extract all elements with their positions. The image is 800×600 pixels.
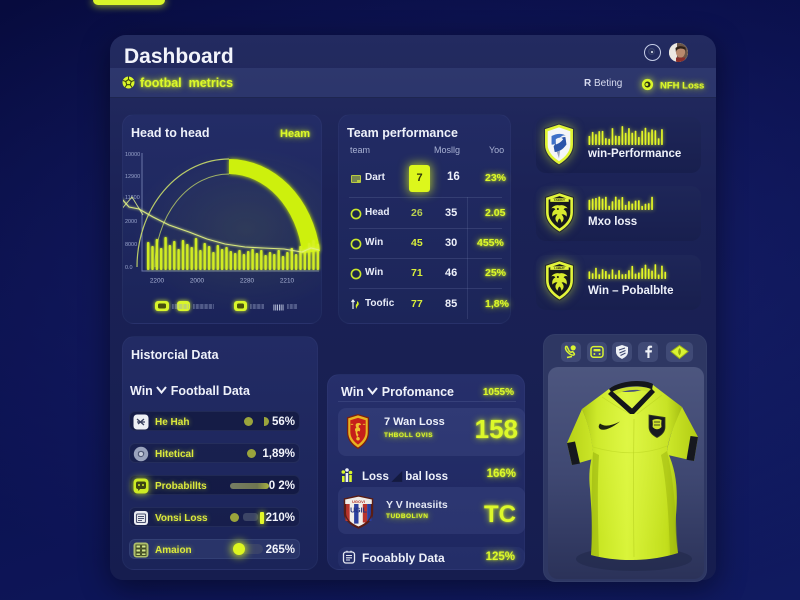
svg-text:|||||||||||||: ||||||||||||| <box>172 304 189 310</box>
svg-text:UGIL: UGIL <box>350 508 367 515</box>
svg-text:||||||||: |||||||| <box>287 304 297 310</box>
svg-text:||||||||||||||||: |||||||||||||||| <box>193 304 214 310</box>
svg-text:LABEAT: LABEAT <box>554 266 565 270</box>
svg-text:|||||||||||: ||||||||||| <box>250 304 264 310</box>
svg-text:FASOUT: FASOUT <box>554 198 565 202</box>
svg-text:UGOVI: UGOVI <box>352 499 365 504</box>
svg-text:||||||: |||||| <box>273 304 284 311</box>
